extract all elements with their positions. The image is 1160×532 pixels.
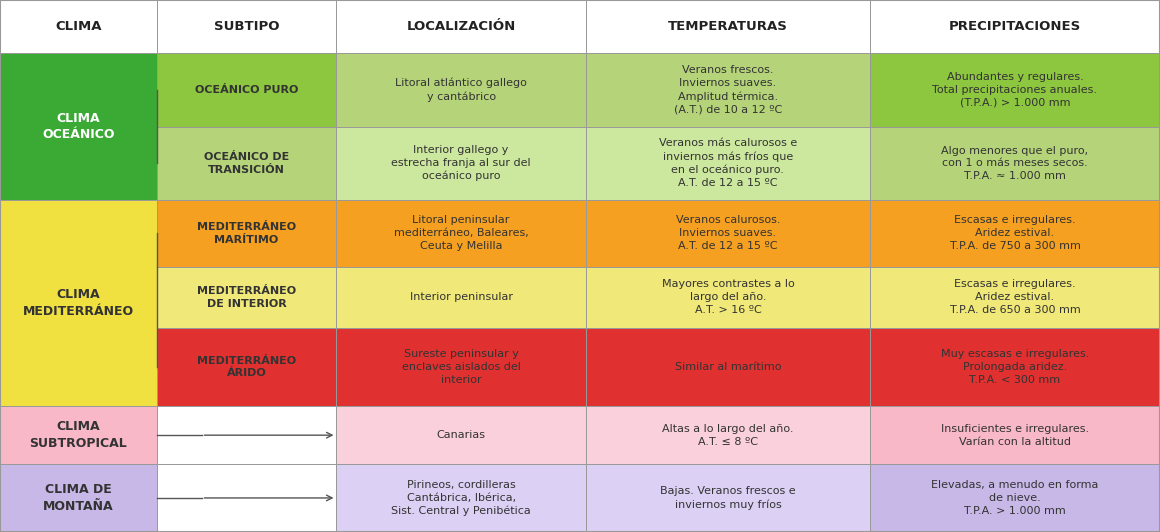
Bar <box>0 0 157 53</box>
Bar <box>336 127 586 200</box>
Bar <box>586 0 870 53</box>
Text: SUBTIPO: SUBTIPO <box>213 20 280 33</box>
Text: Insuficientes e irregulares.
Varían con la altitud: Insuficientes e irregulares. Varían con … <box>941 424 1089 446</box>
Bar <box>870 464 1160 532</box>
Text: LOCALIZACIÓN: LOCALIZACIÓN <box>406 20 516 33</box>
Text: Elevadas, a menudo en forma
de nieve.
T.P.A. > 1.000 mm: Elevadas, a menudo en forma de nieve. T.… <box>931 480 1099 516</box>
Bar <box>870 0 1160 53</box>
Text: CLIMA: CLIMA <box>55 20 102 33</box>
Text: OCEÁNICO PURO: OCEÁNICO PURO <box>195 85 298 95</box>
Text: Muy escasas e irregulares.
Prolongada aridez.
T.P.A. < 300 mm: Muy escasas e irregulares. Prolongada ar… <box>941 350 1089 385</box>
Bar <box>870 53 1160 127</box>
Bar <box>157 200 336 267</box>
Bar <box>157 464 336 532</box>
Bar <box>586 267 870 328</box>
Bar <box>157 406 336 464</box>
Text: Veranos frescos.
Inviernos suaves.
Amplitud térmica.
(A.T.) de 10 a 12 ºC: Veranos frescos. Inviernos suaves. Ampli… <box>674 65 782 114</box>
Bar <box>157 267 336 328</box>
Bar <box>336 0 586 53</box>
Text: Litoral peninsular
mediterráneo, Baleares,
Ceuta y Melilla: Litoral peninsular mediterráneo, Baleare… <box>393 215 529 251</box>
Text: CLIMA
OCEÁNICO: CLIMA OCEÁNICO <box>42 112 115 142</box>
Bar <box>586 127 870 200</box>
Bar <box>0 406 157 464</box>
Text: CLIMA DE
MONTAÑA: CLIMA DE MONTAÑA <box>43 483 114 513</box>
Text: Bajas. Veranos frescos e
inviernos muy fríos: Bajas. Veranos frescos e inviernos muy f… <box>660 486 796 510</box>
Text: Similar al marítimo: Similar al marítimo <box>675 362 781 372</box>
Bar <box>336 406 586 464</box>
Text: Mayores contrastes a lo
largo del año.
A.T. > 16 ºC: Mayores contrastes a lo largo del año. A… <box>661 279 795 315</box>
Bar <box>157 127 336 200</box>
Bar <box>586 328 870 406</box>
Text: Veranos calurosos.
Inviernos suaves.
A.T. de 12 a 15 ºC: Veranos calurosos. Inviernos suaves. A.T… <box>675 215 781 251</box>
Text: TEMPERATURAS: TEMPERATURAS <box>668 20 788 33</box>
Text: Canarias: Canarias <box>436 430 486 440</box>
Bar <box>336 464 586 532</box>
Text: Escasas e irregulares.
Aridez estival.
T.P.A. de 650 a 300 mm: Escasas e irregulares. Aridez estival. T… <box>950 279 1080 315</box>
Bar <box>870 127 1160 200</box>
Text: MEDITERRÁNEO
MARÍTIMO: MEDITERRÁNEO MARÍTIMO <box>197 222 296 245</box>
Bar <box>336 328 586 406</box>
Text: Algo menores que el puro,
con 1 o más meses secos.
T.P.A. ≈ 1.000 mm: Algo menores que el puro, con 1 o más me… <box>942 146 1088 181</box>
Text: Escasas e irregulares.
Aridez estival.
T.P.A. de 750 a 300 mm: Escasas e irregulares. Aridez estival. T… <box>950 215 1080 251</box>
Bar <box>0 53 157 200</box>
Bar <box>157 406 336 464</box>
Bar <box>157 0 336 53</box>
Text: Abundantes y regulares.
Total precipitaciones anuales.
(T.P.A.) > 1.000 mm: Abundantes y regulares. Total precipitac… <box>933 72 1097 107</box>
Bar <box>870 200 1160 267</box>
Bar <box>157 328 336 406</box>
Bar <box>336 53 586 127</box>
Bar <box>870 328 1160 406</box>
Text: Interior gallego y
estrecha franja al sur del
oceánico puro: Interior gallego y estrecha franja al su… <box>391 145 531 181</box>
Bar <box>0 464 157 532</box>
Text: CLIMA
SUBTROPICAL: CLIMA SUBTROPICAL <box>29 420 128 450</box>
Text: PRECIPITACIONES: PRECIPITACIONES <box>949 20 1081 33</box>
Bar <box>586 464 870 532</box>
Bar <box>870 406 1160 464</box>
Text: Interior peninsular: Interior peninsular <box>409 292 513 302</box>
Bar <box>157 464 336 532</box>
Text: Litoral atlántico gallego
y cantábrico: Litoral atlántico gallego y cantábrico <box>396 78 527 102</box>
Bar <box>0 200 157 406</box>
Text: OCEÁNICO DE
TRANSICIÓN: OCEÁNICO DE TRANSICIÓN <box>204 152 289 174</box>
Bar <box>586 53 870 127</box>
Bar <box>157 53 336 127</box>
Bar <box>870 267 1160 328</box>
Text: Sureste peninsular y
enclaves aislados del
interior: Sureste peninsular y enclaves aislados d… <box>401 350 521 385</box>
Text: Pirineos, cordilleras
Cantábrica, Ibérica,
Sist. Central y Penibética: Pirineos, cordilleras Cantábrica, Ibéric… <box>391 480 531 516</box>
Bar <box>336 200 586 267</box>
Bar <box>586 200 870 267</box>
Bar <box>336 267 586 328</box>
Text: Veranos más calurosos e
inviernos más fríos que
en el oceánico puro.
A.T. de 12 : Veranos más calurosos e inviernos más fr… <box>659 138 797 188</box>
Text: Altas a lo largo del año.
A.T. ≤ 8 ºC: Altas a lo largo del año. A.T. ≤ 8 ºC <box>662 424 793 446</box>
Bar <box>586 406 870 464</box>
Text: MEDITERRÁNEO
ÁRIDO: MEDITERRÁNEO ÁRIDO <box>197 356 296 378</box>
Text: MEDITERRÁNEO
DE INTERIOR: MEDITERRÁNEO DE INTERIOR <box>197 286 296 309</box>
Text: CLIMA
MEDITERRÁNEO: CLIMA MEDITERRÁNEO <box>23 288 133 318</box>
